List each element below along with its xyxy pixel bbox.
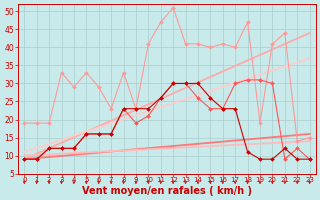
X-axis label: Vent moyen/en rafales ( km/h ): Vent moyen/en rafales ( km/h ): [82, 186, 252, 196]
